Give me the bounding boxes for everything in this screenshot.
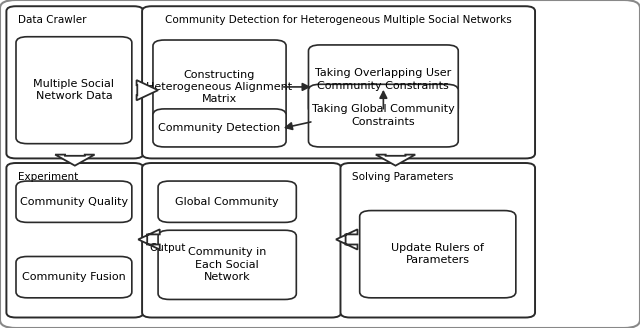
Text: Taking Overlapping User
Community Constraints: Taking Overlapping User Community Constr…: [316, 68, 451, 91]
Text: Global Community: Global Community: [175, 197, 279, 207]
Text: Multiple Social
Network Data: Multiple Social Network Data: [33, 79, 115, 101]
Text: Update Rulers of
Parameters: Update Rulers of Parameters: [391, 243, 484, 265]
FancyBboxPatch shape: [158, 230, 296, 299]
FancyBboxPatch shape: [16, 37, 132, 144]
FancyBboxPatch shape: [308, 84, 458, 147]
Text: Community Detection: Community Detection: [158, 123, 281, 133]
FancyBboxPatch shape: [158, 181, 296, 222]
Text: Solving Parameters: Solving Parameters: [352, 172, 453, 181]
FancyBboxPatch shape: [360, 211, 516, 298]
Polygon shape: [376, 154, 415, 166]
FancyBboxPatch shape: [6, 163, 143, 318]
Polygon shape: [55, 154, 95, 166]
FancyBboxPatch shape: [142, 6, 535, 158]
Text: Community Fusion: Community Fusion: [22, 272, 126, 282]
FancyBboxPatch shape: [340, 163, 535, 318]
FancyBboxPatch shape: [16, 181, 132, 222]
FancyBboxPatch shape: [308, 45, 458, 114]
Polygon shape: [138, 229, 160, 250]
FancyBboxPatch shape: [6, 6, 143, 158]
Text: Output: Output: [150, 243, 186, 253]
Text: Data Crawler: Data Crawler: [18, 15, 86, 25]
Polygon shape: [136, 80, 158, 100]
Text: Constructing
Heterogeneous Alignment
Matrix: Constructing Heterogeneous Alignment Mat…: [147, 70, 292, 104]
Text: Community in
Each Social
Network: Community in Each Social Network: [188, 247, 266, 282]
Text: Experiment: Experiment: [18, 172, 78, 181]
Text: Taking Global Community
Constraints: Taking Global Community Constraints: [312, 104, 455, 127]
FancyBboxPatch shape: [153, 109, 286, 147]
Polygon shape: [336, 229, 358, 250]
FancyBboxPatch shape: [142, 163, 341, 318]
FancyBboxPatch shape: [153, 40, 286, 134]
Text: Community Detection for Heterogeneous Multiple Social Networks: Community Detection for Heterogeneous Mu…: [165, 15, 512, 25]
Text: Community Quality: Community Quality: [20, 197, 128, 207]
FancyBboxPatch shape: [16, 256, 132, 298]
